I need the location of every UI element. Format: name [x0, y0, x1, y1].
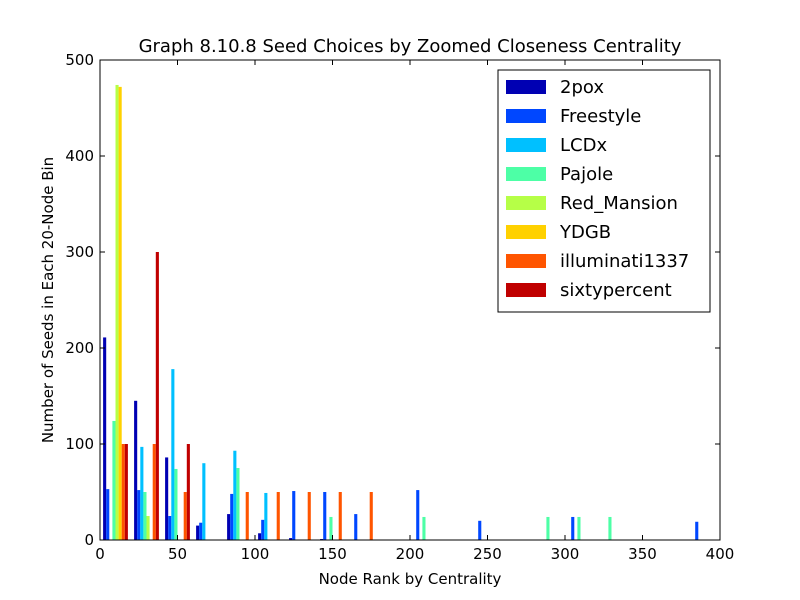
legend-swatch-2pox: [506, 80, 546, 94]
legend-swatch-sixtypercent: [506, 283, 546, 297]
y-tick-label: 100: [65, 435, 94, 453]
y-tick-label: 300: [65, 243, 94, 261]
bar-2pox-2: [165, 457, 169, 540]
bar-LCDx-3: [233, 450, 237, 540]
bar-2pox-3: [196, 525, 200, 540]
x-tick-label: 50: [168, 545, 187, 563]
x-tick-label: 0: [95, 545, 105, 563]
legend-swatch-illuminati1337: [506, 254, 546, 268]
legend-label-sixtypercent: sixtypercent: [560, 280, 672, 301]
bar-2pox-4: [227, 514, 231, 540]
bar-sixtypercent-1: [155, 252, 159, 540]
x-tick-label: 150: [318, 545, 347, 563]
bar-Freestyle-9: [416, 490, 420, 540]
bar-2pox-6: [289, 538, 293, 540]
bar-Freestyle-3: [199, 522, 203, 540]
bar-Freestyle-4: [230, 493, 234, 540]
bar-YDGB-0: [118, 86, 122, 540]
bar-Freestyle-8: [354, 514, 358, 540]
bar-Freestyle-5: [261, 519, 265, 540]
legend-label-Red_Mansion: Red_Mansion: [560, 193, 678, 214]
legend-swatch-YDGB: [506, 225, 546, 239]
legend-label-YDGB: YDGB: [559, 222, 611, 243]
bar-illuminati1337-5: [307, 492, 311, 540]
y-tick-label: 400: [65, 147, 94, 165]
legend-label-LCDx: LCDx: [560, 135, 607, 156]
bar-Freestyle-11: [571, 516, 575, 540]
bar-Pajole-6: [546, 516, 550, 540]
legend-label-Freestyle: Freestyle: [560, 106, 641, 127]
bar-illuminati1337-2: [183, 492, 187, 540]
y-tick-label: 200: [65, 339, 94, 357]
x-tick-label: 100: [241, 545, 270, 563]
bar-Freestyle-0: [106, 489, 110, 540]
plot-area: 0 50 100 150 200 250 300 350 400 0 100 200 300 400 500: [65, 51, 734, 563]
bar-Pajole-2: [174, 468, 178, 540]
bar-2pox-1: [134, 400, 138, 540]
bar-LCDx-0: [140, 446, 144, 540]
bar-Pajole-0: [112, 420, 116, 540]
bar-sixtypercent-2: [186, 444, 190, 540]
bar-Pajole-4: [329, 516, 333, 540]
bar-Freestyle-7: [323, 492, 327, 540]
bar-LCDx-4: [264, 492, 268, 540]
bar-sixtypercent-0: [124, 444, 128, 540]
bar-Freestyle-10: [478, 520, 482, 540]
bar-Freestyle-12: [695, 521, 699, 540]
x-tick-label: 250: [473, 545, 502, 563]
bar-illuminati1337-1: [152, 444, 156, 540]
bar-LCDx-1: [171, 369, 175, 540]
x-tick-label: 200: [396, 545, 425, 563]
legend: 2pox Freestyle LCDx Pajole Red_Mansion YDGB il…: [497, 69, 711, 313]
bar-2pox-0: [103, 337, 107, 540]
x-tick-label: 400: [706, 545, 735, 563]
chart-title: Graph 8.10.8 Seed Choices by Zoomed Clos…: [139, 36, 682, 57]
bar-illuminati1337-3: [245, 492, 249, 540]
bar-2pox-5: [258, 533, 262, 540]
legend-swatch-LCDx: [506, 138, 546, 152]
legend-swatch-Freestyle: [506, 109, 546, 123]
y-axis-label: Number of Seeds in Each 20-Node Bin: [39, 157, 57, 443]
bar-LCDx-2: [202, 463, 206, 540]
bar-Red_Mansion-0: [115, 84, 119, 541]
y-tick-label: 500: [65, 51, 94, 69]
legend-label-2pox: 2pox: [560, 77, 604, 98]
legend-label-Pajole: Pajole: [560, 164, 613, 185]
bar-Freestyle-1: [137, 490, 141, 540]
x-tick-label: 350: [628, 545, 657, 563]
bar-illuminati1337-6: [338, 492, 342, 540]
bar-Pajole-1: [143, 492, 147, 540]
y-tick-label: 0: [84, 531, 94, 549]
bar-Freestyle-6: [292, 491, 296, 540]
bar-illuminati1337-4: [276, 492, 280, 540]
bar-Pajole-8: [608, 516, 612, 540]
bar-illuminati1337-0: [121, 444, 125, 540]
legend-swatch-Pajole: [506, 167, 546, 181]
bar-Pajole-7: [577, 516, 581, 540]
bar-Pajole-3: [236, 468, 240, 540]
x-tick-label: 300: [551, 545, 580, 563]
legend-swatch-Red_Mansion: [506, 196, 546, 210]
bar-Red_Mansion-1: [146, 516, 150, 540]
bar-illuminati1337-7: [369, 492, 373, 540]
bar-Freestyle-2: [168, 516, 172, 540]
x-axis-label: Node Rank by Centrality: [319, 570, 502, 588]
bar-Pajole-5: [422, 516, 426, 540]
legend-label-illuminati1337: illuminati1337: [560, 251, 689, 272]
